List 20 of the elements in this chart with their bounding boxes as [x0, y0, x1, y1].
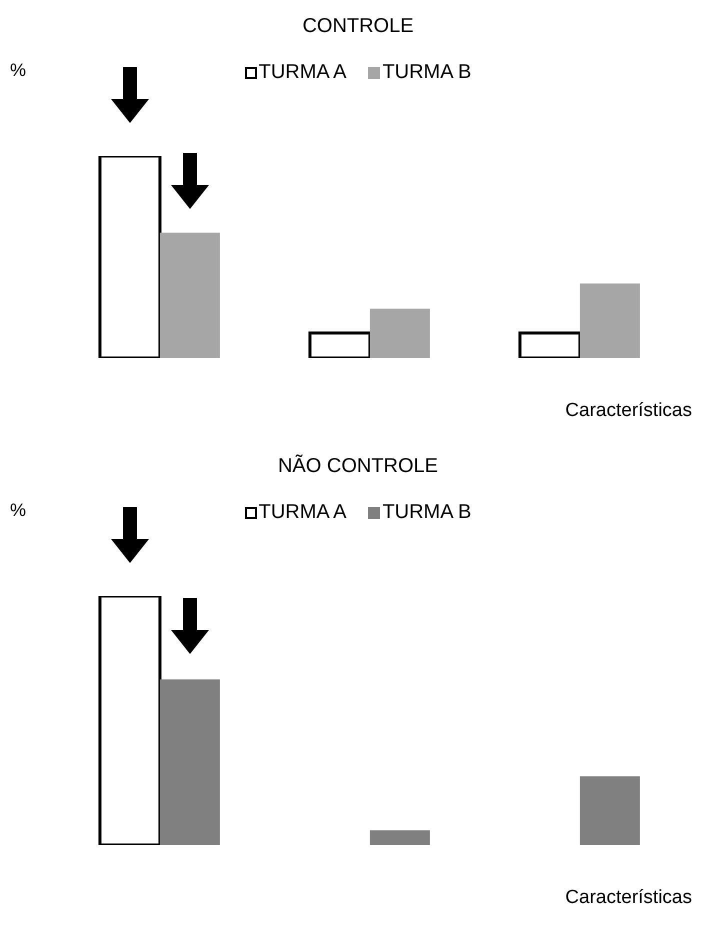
bar: [98, 156, 162, 358]
legend-label: TURMA B: [382, 501, 472, 524]
chart-title: CONTROLE: [301, 15, 415, 38]
chart-title: NÃO CONTROLE: [276, 455, 440, 478]
bar: [580, 776, 640, 845]
y-axis-title: %: [10, 60, 26, 81]
legend-label: TURMA A: [258, 501, 346, 524]
bar: [308, 331, 372, 358]
x-axis-title: Características: [565, 887, 692, 909]
bar: [370, 308, 430, 358]
bar: [98, 596, 162, 845]
bar: [580, 283, 640, 358]
y-axis-title: %: [10, 500, 26, 521]
bar: [160, 679, 220, 845]
legend-label: TURMA B: [382, 61, 472, 84]
bar: [518, 331, 582, 358]
legend-label: TURMA A: [258, 61, 346, 84]
bar: [160, 232, 220, 358]
x-axis-title: Características: [565, 400, 692, 422]
bar: [370, 830, 430, 845]
